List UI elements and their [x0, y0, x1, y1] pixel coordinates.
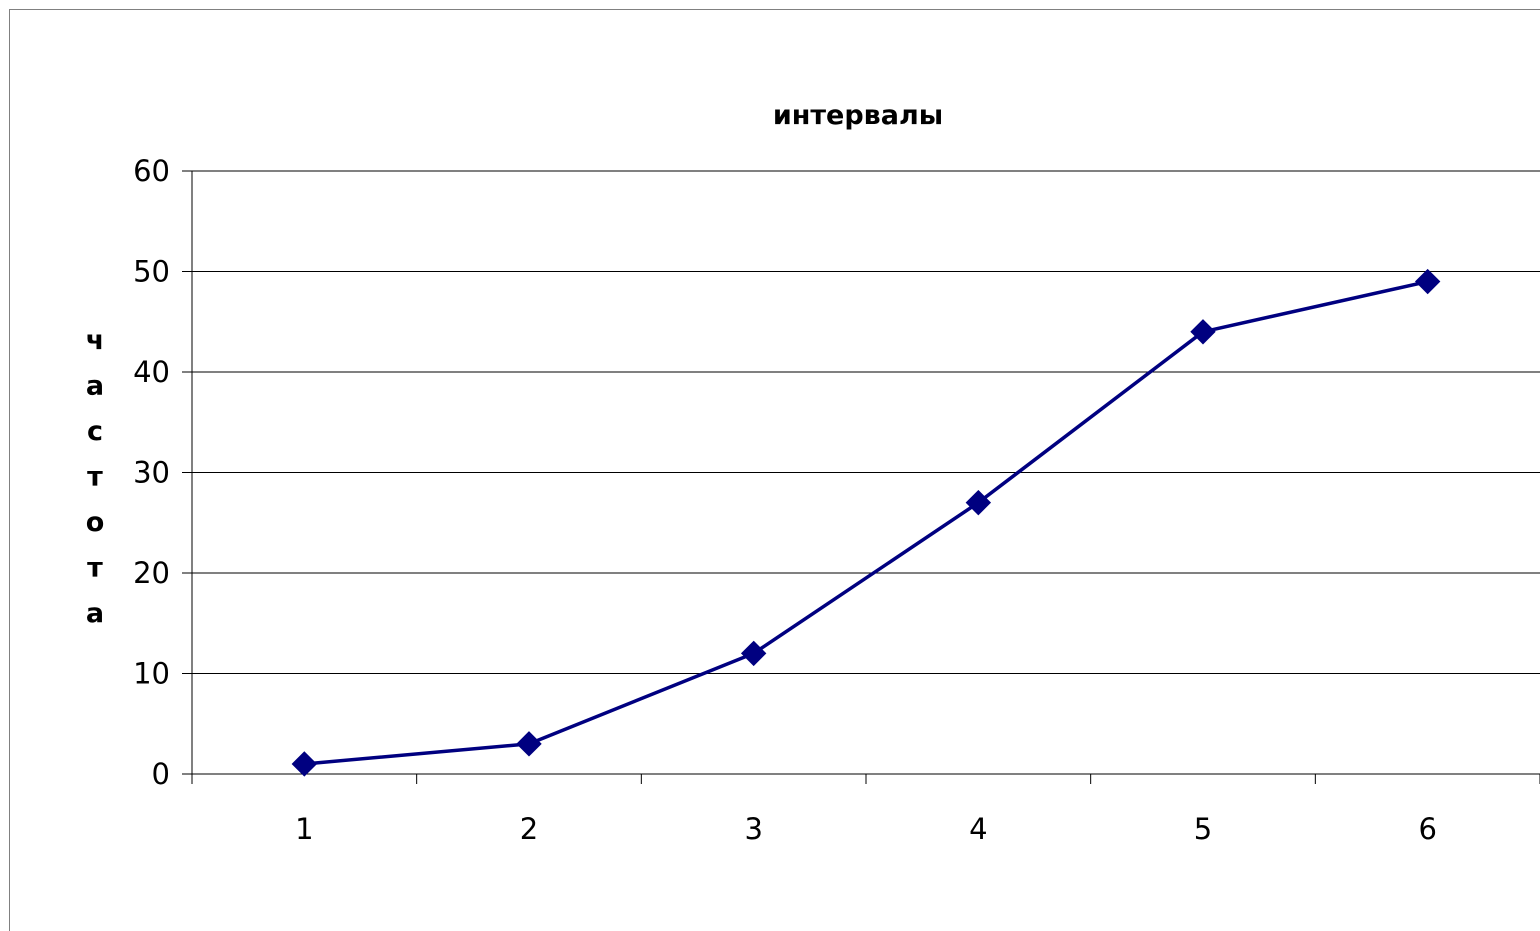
y-tick-label: 10 [133, 657, 170, 691]
data-point-marker [291, 751, 318, 777]
axes [182, 170, 1540, 784]
chart-area [9, 9, 1540, 931]
x-tick-label: 3 [744, 812, 762, 846]
y-tick-label: 30 [133, 456, 170, 490]
y-axis-label-char: т [87, 462, 103, 493]
x-tick-label: 2 [520, 812, 538, 846]
x-tick-labels: 1 2 3 4 5 6 [295, 812, 1437, 846]
y-axis-label-char: ч [86, 325, 105, 356]
chart-title: интервалы [773, 100, 943, 131]
grid-lines [192, 170, 1540, 674]
y-tick-label: 0 [152, 757, 170, 791]
y-axis-label-char: а [86, 371, 104, 402]
data-point-marker [965, 489, 992, 516]
y-tick-label: 20 [133, 556, 170, 590]
data-point-marker [1414, 268, 1441, 295]
y-axis-label-char: о [86, 507, 105, 538]
y-tick-labels: 0 10 20 30 40 50 60 [133, 154, 170, 791]
y-axis-label-char: т [87, 553, 103, 584]
y-tick-label: 60 [133, 154, 170, 188]
y-axis-label-char: а [86, 598, 104, 629]
data-point-marker [740, 640, 767, 667]
series-line-path [304, 279, 1429, 766]
x-tick-label: 1 [295, 812, 313, 846]
x-tick-label: 6 [1418, 812, 1436, 846]
data-markers [291, 268, 1441, 777]
data-point-marker [1190, 319, 1216, 345]
y-tick-label: 50 [133, 255, 170, 289]
data-point-marker [516, 731, 542, 757]
x-tick-label: 5 [1194, 812, 1212, 846]
y-tick-label: 40 [133, 355, 170, 389]
y-axis-label-char: с [87, 416, 103, 447]
x-tick-label: 4 [969, 812, 987, 846]
series-line [304, 279, 1429, 766]
